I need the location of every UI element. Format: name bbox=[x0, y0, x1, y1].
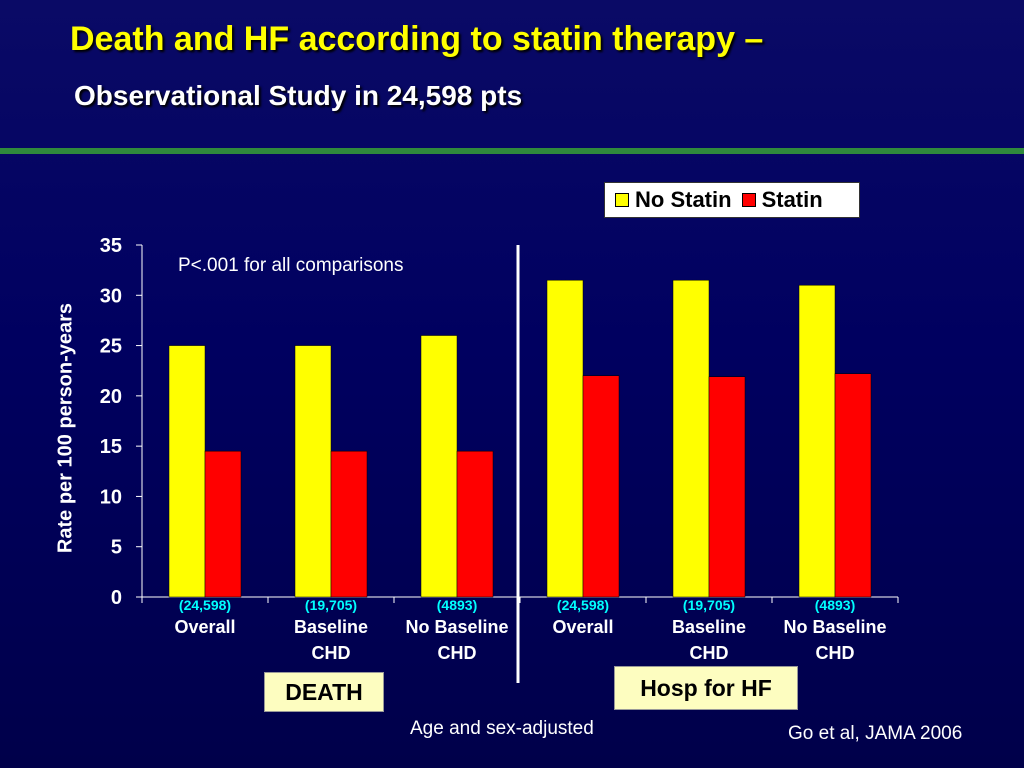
category-label: Overall bbox=[552, 617, 613, 637]
category-label: Baseline bbox=[294, 617, 368, 637]
group-label-death: DEATH bbox=[264, 672, 384, 712]
category-n-label: (4893) bbox=[437, 597, 477, 613]
legend-swatch-no-statin bbox=[615, 193, 629, 207]
bar-statin bbox=[456, 450, 494, 598]
slide-title: Death and HF according to statin therapy… bbox=[70, 20, 764, 58]
y-tick-label: 15 bbox=[100, 436, 122, 458]
category-label: CHD bbox=[312, 643, 351, 663]
category-n-label: (24,598) bbox=[557, 597, 609, 613]
bar-statin bbox=[204, 450, 242, 598]
category-label: No Baseline bbox=[405, 617, 508, 637]
y-tick-label: 20 bbox=[100, 386, 122, 408]
legend-label-statin: Statin bbox=[761, 187, 823, 212]
bar-no-statin bbox=[168, 345, 206, 598]
category-label: No Baseline bbox=[783, 617, 886, 637]
category-label: CHD bbox=[690, 643, 729, 663]
y-tick-label: 5 bbox=[111, 537, 122, 559]
bar-no-statin bbox=[546, 279, 584, 598]
p-value-annotation: P<.001 for all comparisons bbox=[178, 255, 403, 276]
bar-statin bbox=[708, 376, 746, 598]
bar-no-statin bbox=[294, 345, 332, 598]
category-label: Baseline bbox=[672, 617, 746, 637]
bar-statin bbox=[582, 375, 620, 598]
legend-item-statin: Statin bbox=[741, 187, 823, 213]
bar-no-statin bbox=[672, 279, 710, 598]
bar-no-statin bbox=[420, 335, 458, 598]
bar-statin bbox=[834, 373, 872, 598]
legend-swatch-statin bbox=[741, 193, 756, 207]
category-n-label: (24,598) bbox=[179, 597, 231, 613]
y-tick-label: 10 bbox=[100, 486, 122, 508]
category-n-label: (19,705) bbox=[683, 597, 735, 613]
category-label: CHD bbox=[438, 643, 477, 663]
adjustment-note: Age and sex-adjusted bbox=[410, 718, 594, 739]
category-label: Overall bbox=[174, 617, 235, 637]
citation: Go et al, JAMA 2006 bbox=[788, 723, 963, 744]
y-tick-label: 0 bbox=[111, 587, 122, 609]
bar-no-statin bbox=[798, 284, 836, 598]
group-label-hosp-hf: Hosp for HF bbox=[614, 666, 798, 710]
category-label: CHD bbox=[816, 643, 855, 663]
title-divider bbox=[0, 148, 1024, 154]
y-tick-label: 35 bbox=[100, 235, 122, 257]
bar-statin bbox=[330, 450, 368, 598]
y-tick-label: 25 bbox=[100, 336, 122, 358]
legend-label-no-statin: No Statin bbox=[635, 187, 732, 212]
y-tick-label: 30 bbox=[100, 285, 122, 307]
chart-legend: No Statin Statin bbox=[604, 182, 860, 218]
legend-item-no-statin: No Statin bbox=[615, 187, 732, 213]
category-n-label: (4893) bbox=[815, 597, 855, 613]
category-n-label: (19,705) bbox=[305, 597, 357, 613]
slide-subtitle: Observational Study in 24,598 pts bbox=[74, 80, 523, 111]
